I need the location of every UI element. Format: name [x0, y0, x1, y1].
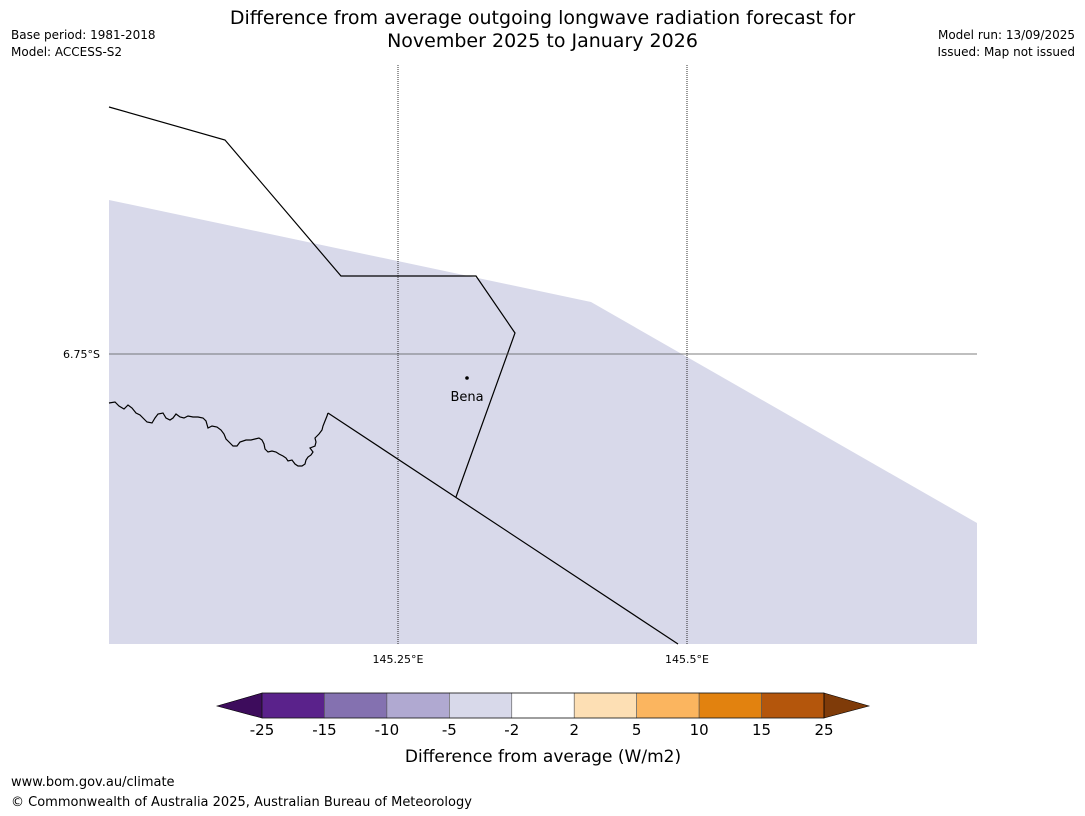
colorbar-segment: [261, 692, 325, 719]
colorbar-segment: [573, 692, 637, 719]
place-label: Bena: [450, 390, 483, 405]
colorbar-tick-label: 10: [690, 721, 709, 739]
place-marker: [465, 376, 469, 380]
right-metadata: Model run: 13/09/2025 Issued: Map not is…: [937, 27, 1075, 61]
colorbar-tick-label: -2: [504, 721, 519, 739]
colorbar-segment: [698, 692, 762, 719]
colorbar-over-triangle: [823, 692, 871, 719]
colorbar-segment: [511, 692, 575, 719]
colorbar-segment: [324, 692, 388, 719]
colorbar-segment: [761, 692, 825, 719]
colorbar-tick-label: 2: [569, 721, 579, 739]
colorbar-segment: [449, 692, 513, 719]
title-line-1: Difference from average outgoing longwav…: [229, 7, 856, 29]
title-line-2: November 2025 to January 2026: [387, 30, 698, 52]
model-text: Model: ACCESS-S2: [11, 45, 123, 59]
colorbar-title: Difference from average (W/m2): [405, 747, 681, 767]
colorbar-segment: [386, 692, 450, 719]
model-run-text: Model run: 13/09/2025: [937, 28, 1075, 42]
colorbar-tick-label: -15: [312, 721, 337, 739]
shaded-region: [109, 200, 977, 644]
footer-url: www.bom.gov.au/climate: [11, 775, 175, 790]
province-boundary-south: [327, 412, 679, 645]
longitude-label-145-25: 145.25°E: [373, 653, 424, 666]
colorbar-tick-label: 5: [632, 721, 642, 739]
colorbar-tick-label: -25: [250, 721, 275, 739]
colorbar-segment: [636, 692, 700, 719]
colorbar-tick-label: 25: [814, 721, 833, 739]
left-metadata: Base period: 1981-2018 Model: ACCESS-S2: [11, 27, 156, 61]
issued-text: Issued: Map not issued: [937, 45, 1075, 59]
colorbar-tick-label: -10: [375, 721, 400, 739]
colorbar-under-triangle: [215, 692, 263, 719]
colorbar-outline: [261, 692, 825, 719]
province-boundary: [108, 106, 516, 498]
coastline: [108, 401, 329, 467]
colorbar: -25 -15 -10 -5 -2 2 5 10 15 25 Difference from av…: [215, 692, 871, 767]
colorbar-tick-label: -5: [442, 721, 457, 739]
longitude-label-145-5: 145.5°E: [665, 653, 709, 666]
colorbar-tick-label: 15: [752, 721, 771, 739]
latitude-label: 6.75°S: [63, 348, 100, 361]
base-period-text: Base period: 1981-2018: [11, 28, 156, 42]
map-title: Difference from average outgoing longwav…: [0, 7, 1085, 53]
footer-copyright: © Commonwealth of Australia 2025, Austra…: [11, 795, 472, 810]
